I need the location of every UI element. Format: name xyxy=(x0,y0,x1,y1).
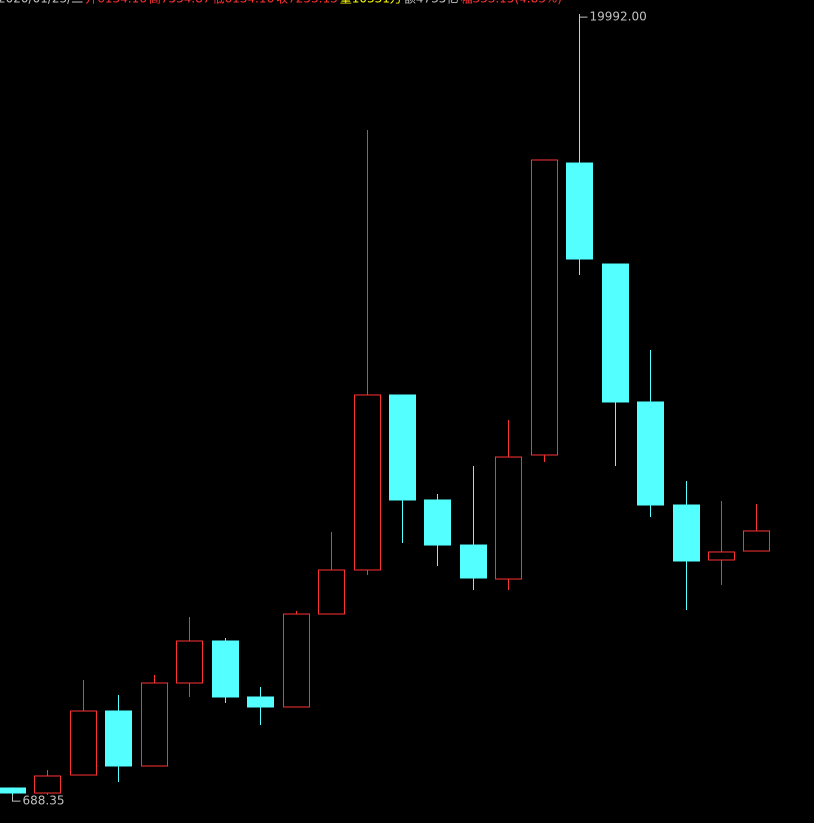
header-field: 收7253.13 xyxy=(276,0,338,6)
candle-body xyxy=(247,696,274,708)
header-field: 2020/01/23/二 xyxy=(0,0,83,6)
annotation-label: 688.35 xyxy=(23,794,65,808)
candle-body xyxy=(70,710,97,776)
annotation-arrow xyxy=(12,795,21,802)
annotation-arrow xyxy=(579,14,588,18)
candle-body xyxy=(212,640,239,698)
candle-body xyxy=(708,551,735,561)
header-field: 量10331万 xyxy=(340,0,402,6)
candle-body xyxy=(673,504,700,562)
candle-body xyxy=(602,263,629,403)
candle-body xyxy=(283,613,310,708)
candle-body xyxy=(637,401,664,506)
candle-body xyxy=(318,569,345,615)
candle-body xyxy=(389,394,416,501)
candle-body xyxy=(0,787,26,794)
candle-body xyxy=(566,162,593,260)
candle-body xyxy=(495,456,522,580)
candle-body xyxy=(105,710,132,767)
candle-body xyxy=(34,775,61,794)
candle-body xyxy=(354,394,381,571)
annotation-label: 19992.00 xyxy=(590,10,647,24)
header-field: 开6134.16 xyxy=(85,0,147,6)
candle-body xyxy=(531,159,558,456)
header-field: 额4735亿 xyxy=(404,0,459,6)
header-field: 低6134.16 xyxy=(212,0,274,6)
header-field: 幅333.15(4.83%) xyxy=(460,0,561,6)
candle-body xyxy=(176,640,203,684)
header-field: 高7534.87 xyxy=(149,0,211,6)
candle-body xyxy=(743,530,770,552)
candle-body xyxy=(460,544,487,579)
candle-body xyxy=(424,499,451,546)
candle-body xyxy=(141,682,168,767)
